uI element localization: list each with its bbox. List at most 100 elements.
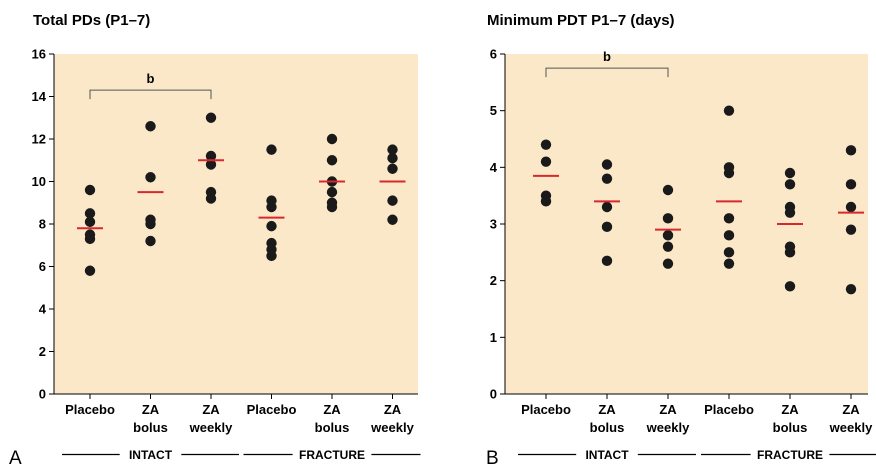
data-point: [601, 221, 613, 233]
data-point: [662, 184, 674, 196]
data-point: [723, 105, 735, 116]
data-point: [387, 152, 398, 164]
data-point: [723, 247, 735, 258]
data-point: [84, 208, 96, 219]
category-label: Placebo: [704, 402, 754, 417]
data-point: [601, 201, 613, 213]
data-point: [266, 144, 277, 155]
y-tick-label: 3: [490, 217, 497, 232]
category-label-line2: weekly: [189, 420, 233, 435]
plot-background: [505, 54, 868, 394]
category-label-line2: weekly: [646, 420, 690, 435]
data-point: [84, 216, 96, 228]
data-point: [784, 247, 796, 258]
group-label: INTACT: [129, 448, 173, 462]
category-label: ZA: [781, 402, 799, 417]
series-group: [716, 105, 742, 269]
y-tick-label: 8: [39, 217, 46, 232]
data-point: [387, 144, 398, 155]
data-point: [326, 186, 338, 198]
chart-panel-b: Minimum PDT P1–7 (days) 0 1 2 3 4 5 6 Placebo ZA b…: [486, 12, 876, 467]
data-point: [662, 230, 674, 241]
category-label: Placebo: [247, 402, 297, 417]
plot-background: [54, 54, 418, 394]
data-point: [84, 233, 96, 245]
data-point: [601, 159, 613, 170]
data-point: [145, 235, 156, 247]
group-label: FRACTURE: [299, 448, 365, 462]
y-tick-label: 4: [39, 302, 47, 317]
significance-bracket: [545, 67, 669, 78]
data-point: [540, 139, 552, 150]
data-point: [845, 224, 857, 235]
series-group: [379, 144, 406, 225]
data-point: [845, 283, 857, 295]
data-point: [723, 213, 735, 224]
y-tick-label: 5: [490, 103, 497, 118]
y-tick-label: 2: [39, 344, 46, 359]
category-label: ZA: [323, 402, 341, 417]
data-point: [784, 281, 796, 292]
series-group: [838, 145, 864, 295]
series-group: [319, 133, 345, 213]
significance-bracket: [89, 89, 212, 100]
y-tick-label: 16: [32, 47, 46, 62]
data-point: [387, 214, 398, 225]
y-tick-label: 0: [490, 387, 497, 402]
data-point: [205, 112, 217, 123]
data-point: [326, 155, 338, 166]
data-point: [266, 250, 277, 262]
data-point: [784, 179, 796, 190]
significance-label: b: [603, 49, 611, 64]
category-label: ZA: [659, 402, 677, 417]
group-label: FRACTURE: [757, 448, 823, 462]
data-point: [723, 258, 735, 269]
data-point: [205, 159, 217, 170]
data-point: [387, 163, 398, 174]
data-point: [784, 167, 796, 179]
series-group: [777, 167, 803, 292]
category-label: Placebo: [65, 402, 115, 417]
series-group: [533, 139, 559, 207]
data-point: [784, 207, 796, 218]
category-label-line2: bolus: [590, 420, 625, 435]
series-group: [198, 112, 224, 204]
data-point: [326, 133, 338, 145]
series-group: [258, 144, 285, 262]
category-label-line2: bolus: [773, 420, 808, 435]
data-point: [601, 255, 613, 267]
y-tick-label: 1: [490, 330, 497, 345]
series-group: [77, 184, 103, 276]
data-point: [266, 220, 277, 232]
y-tick-label: 4: [490, 160, 498, 175]
y-tick-label: 10: [32, 174, 46, 189]
data-point: [662, 258, 674, 269]
category-label-line2: weekly: [370, 420, 414, 435]
series-group: [594, 159, 620, 267]
data-point: [845, 179, 857, 190]
data-point: [601, 173, 613, 184]
category-label-line2: bolus: [315, 420, 350, 435]
data-point: [84, 265, 96, 276]
data-point: [145, 121, 156, 132]
category-label: ZA: [142, 402, 160, 417]
y-tick-label: 0: [39, 387, 46, 402]
category-label: ZA: [384, 402, 402, 417]
category-label: ZA: [598, 402, 616, 417]
chart-panel-a: Total PDs (P1–7) 0 2 4 6 8 10 12 14 16 Placebo ZA bo…: [9, 12, 421, 467]
category-label: Placebo: [521, 402, 571, 417]
data-point: [540, 156, 552, 167]
data-point: [540, 196, 552, 207]
data-point: [205, 150, 217, 162]
data-point: [845, 145, 857, 156]
series-group: [655, 184, 681, 269]
data-point: [84, 184, 96, 196]
y-tick-label: 6: [490, 47, 497, 62]
y-tick-label: 14: [32, 89, 47, 104]
data-point: [662, 213, 674, 224]
category-label-line2: weekly: [829, 420, 873, 435]
y-tick-label: 12: [32, 132, 46, 147]
data-point: [723, 230, 735, 241]
category-label: ZA: [202, 402, 220, 417]
